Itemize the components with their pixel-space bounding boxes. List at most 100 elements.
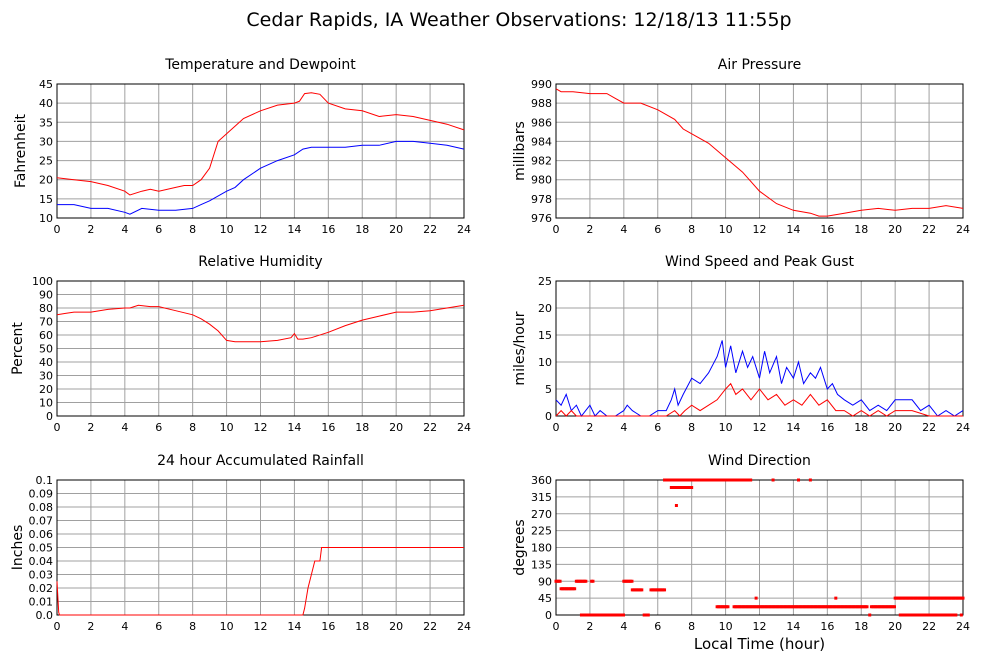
temp-y-tick-label: 20 xyxy=(39,174,53,187)
direction-point xyxy=(959,613,963,617)
temp-x-tick-label: 6 xyxy=(155,223,162,236)
rain-x-tick-label: 14 xyxy=(287,620,301,633)
temp-x-tick-label: 10 xyxy=(220,223,234,236)
humidity-x-tick-label: 2 xyxy=(87,421,94,434)
direction-y-axis-label: degrees xyxy=(512,519,528,575)
pressure-y-tick-label: 976 xyxy=(531,212,552,225)
direction-point xyxy=(808,478,812,482)
direction-x-tick-label: 18 xyxy=(854,620,868,633)
humidity-x-tick-label: 4 xyxy=(121,421,128,434)
rain-y-tick-label: 0.0 xyxy=(36,609,54,622)
pressure-y-axis-label: millibars xyxy=(512,121,528,181)
temp-x-tick-label: 20 xyxy=(389,223,403,236)
pressure-x-tick-label: 16 xyxy=(820,223,834,236)
direction-plot-frame xyxy=(555,479,964,616)
temp-series-0-line xyxy=(56,92,465,196)
rain-y-tick-label: 0.1 xyxy=(36,474,54,487)
direction-point xyxy=(771,478,775,482)
rain-x-tick-label: 18 xyxy=(355,620,369,633)
temp-x-tick-label: 2 xyxy=(87,223,94,236)
rain-x-tick-label: 16 xyxy=(321,620,335,633)
rain-x-tick-label: 12 xyxy=(254,620,268,633)
humidity-x-tick-label: 14 xyxy=(287,421,301,434)
direction-point xyxy=(865,605,869,609)
direction-point xyxy=(749,478,753,482)
temp-x-tick-label: 24 xyxy=(457,223,471,236)
pressure-y-tick-label: 990 xyxy=(531,78,552,91)
humidity-plot-frame xyxy=(56,280,465,417)
wind-series-0-line xyxy=(555,340,964,417)
rain-y-tick-label: 0.03 xyxy=(29,569,54,582)
direction-point xyxy=(621,613,625,617)
direction-y-tick-label: 135 xyxy=(531,558,552,571)
wind-y-tick-label: 15 xyxy=(538,329,552,342)
temp-x-tick-label: 16 xyxy=(321,223,335,236)
rain-y-axis-label: Inches xyxy=(10,525,26,570)
temp-y-tick-label: 45 xyxy=(39,78,53,91)
rain-y-tick-label: 0.01 xyxy=(29,596,54,609)
direction-x-tick-label: 4 xyxy=(620,620,627,633)
temp-x-tick-label: 0 xyxy=(54,223,61,236)
pressure-x-tick-label: 4 xyxy=(620,223,627,236)
pressure-x-tick-label: 2 xyxy=(586,223,593,236)
wind-plot-frame xyxy=(555,280,964,417)
temp-x-tick-label: 22 xyxy=(423,223,437,236)
direction-y-tick-label: 90 xyxy=(538,575,552,588)
direction-x-tick-label: 20 xyxy=(888,620,902,633)
direction-y-tick-label: 45 xyxy=(538,592,552,605)
pressure-x-tick-label: 20 xyxy=(888,223,902,236)
pressure-y-tick-label: 982 xyxy=(531,155,552,168)
wind-x-tick-label: 16 xyxy=(820,421,834,434)
direction-y-tick-label: 225 xyxy=(531,525,552,538)
pressure-x-tick-label: 14 xyxy=(786,223,800,236)
pressure-y-tick-label: 978 xyxy=(531,193,552,206)
direction-x-tick-label: 10 xyxy=(719,620,733,633)
rain-x-tick-label: 22 xyxy=(423,620,437,633)
rain-title: 24 hour Accumulated Rainfall xyxy=(157,453,364,469)
wind-series-1-line xyxy=(555,382,963,417)
pressure-x-tick-label: 0 xyxy=(553,223,560,236)
wind-y-tick-label: 20 xyxy=(538,302,552,315)
direction-y-tick-label: 180 xyxy=(531,542,552,555)
humidity-y-tick-label: 80 xyxy=(39,302,53,315)
wind-y-tick-label: 25 xyxy=(538,275,552,288)
direction-point xyxy=(558,579,562,583)
temp-y-tick-label: 40 xyxy=(39,97,53,110)
humidity-x-tick-label: 10 xyxy=(220,421,234,434)
humidity-y-tick-label: 10 xyxy=(39,397,53,410)
humidity-x-tick-label: 0 xyxy=(54,421,61,434)
direction-y-tick-label: 270 xyxy=(531,508,552,521)
direction-x-tick-label: 6 xyxy=(654,620,661,633)
rain-x-tick-label: 24 xyxy=(457,620,471,633)
pressure-y-tick-label: 980 xyxy=(531,174,552,187)
humidity-title: Relative Humidity xyxy=(198,254,322,270)
direction-x-tick-label: 8 xyxy=(688,620,695,633)
humidity-y-tick-label: 90 xyxy=(39,289,53,302)
wind-x-tick-label: 0 xyxy=(553,421,560,434)
humidity-x-tick-label: 8 xyxy=(189,421,196,434)
direction-point xyxy=(591,579,595,583)
direction-y-tick-label: 0 xyxy=(545,609,552,622)
temp-x-tick-label: 12 xyxy=(254,223,268,236)
temp-y-tick-label: 25 xyxy=(39,155,53,168)
humidity-y-tick-label: 20 xyxy=(39,383,53,396)
rain-y-tick-label: 0.02 xyxy=(29,582,54,595)
temp-y-tick-label: 15 xyxy=(39,193,53,206)
pressure-x-tick-label: 8 xyxy=(688,223,695,236)
wind-x-tick-label: 22 xyxy=(922,421,936,434)
direction-point xyxy=(868,613,872,617)
pressure-x-tick-label: 22 xyxy=(922,223,936,236)
direction-x-tick-label: 14 xyxy=(786,620,800,633)
temp-x-tick-label: 4 xyxy=(121,223,128,236)
humidity-y-tick-label: 0 xyxy=(46,410,53,423)
direction-x-tick-label: 0 xyxy=(553,620,560,633)
direction-point xyxy=(674,504,678,507)
rain-y-tick-label: 0.08 xyxy=(29,501,54,514)
rain-y-tick-label: 0.05 xyxy=(29,542,54,555)
direction-point xyxy=(584,579,588,583)
rain-series-0-line xyxy=(56,547,464,616)
